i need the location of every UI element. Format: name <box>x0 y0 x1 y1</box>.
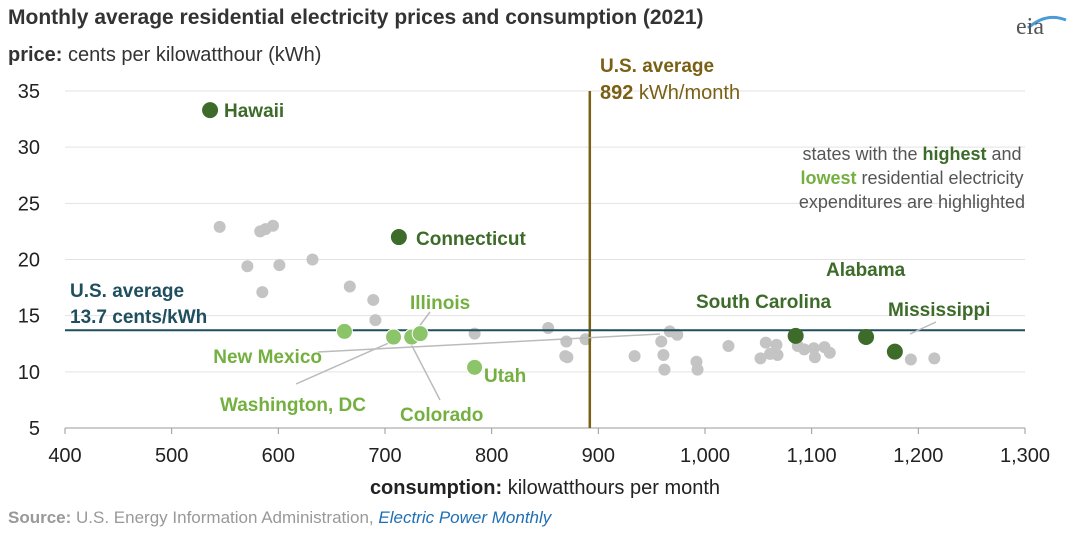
highest-expenditure-point <box>886 343 903 360</box>
state-point <box>367 293 380 306</box>
avg-price-title: U.S. average <box>70 281 184 302</box>
leader-line <box>317 333 661 353</box>
state-point <box>808 351 821 364</box>
x-tick-label: 800 <box>475 445 508 467</box>
x-tick-label: 1,100 <box>787 445 837 467</box>
highest-expenditure-label: South Carolina <box>696 292 832 313</box>
state-point <box>628 350 641 363</box>
chart-title: Monthly average residential electricity … <box>8 6 704 29</box>
lowest-expenditure-label: Utah <box>484 366 526 387</box>
state-point <box>241 260 254 273</box>
y-tick-label: 15 <box>18 306 40 328</box>
y-axis-label-bold: price: <box>8 44 63 66</box>
lowest-expenditure-label: New Mexico <box>213 347 322 368</box>
highest-expenditure-point <box>858 329 875 346</box>
leader-line <box>909 321 937 335</box>
lowest-expenditure-label: Colorado <box>400 405 483 426</box>
y-tick-label: 20 <box>18 250 40 272</box>
x-axis-title: consumption: kilowatthours per month <box>370 477 720 499</box>
state-point <box>542 322 555 335</box>
x-tick-label: 900 <box>582 445 615 467</box>
source-line: Source: U.S. Energy Information Administ… <box>8 508 551 528</box>
lowest-expenditure-label: Illinois <box>410 293 470 314</box>
state-point <box>343 280 356 293</box>
highest-expenditure-point <box>787 327 804 344</box>
note-line-3: expenditures are highlighted <box>799 192 1025 212</box>
state-point <box>369 314 382 327</box>
scatter-chart: 5 10 15 20 25 30 35 400 500 600 700 800 900 1,000 1,10… <box>18 56 1050 499</box>
eia-logo-text: eia <box>1016 14 1044 40</box>
leader-line <box>409 341 441 401</box>
y-axis-label-rest: cents per kilowatthour (kWh) <box>62 44 322 66</box>
state-point <box>798 343 811 356</box>
leader-line <box>295 337 401 385</box>
state-point <box>807 342 820 355</box>
avg-consumption-title: U.S. average <box>600 56 714 77</box>
lowest-expenditure-label: Washington, DC <box>220 395 366 416</box>
state-point <box>561 351 574 364</box>
state-point <box>671 328 684 341</box>
source-link[interactable]: Electric Power Monthly <box>378 508 552 527</box>
eia-logo-swoosh-icon <box>1027 15 1067 30</box>
highest-expenditure-label: Mississippi <box>888 300 990 321</box>
y-tick-label: 30 <box>18 137 40 159</box>
lowest-expenditure-point <box>466 358 484 376</box>
x-tick-label: 1,200 <box>893 445 943 467</box>
highest-expenditure-label: Connecticut <box>416 229 526 250</box>
y-axis-label: price: cents per kilowatthour (kWh) <box>8 44 321 67</box>
x-tick-label: 1,000 <box>680 445 730 467</box>
eia-logo <box>1010 10 1070 54</box>
state-point <box>579 333 592 346</box>
highest-expenditure-label: Hawaii <box>224 101 284 122</box>
state-point <box>655 335 668 348</box>
state-point <box>273 259 286 272</box>
state-point <box>691 363 704 376</box>
x-tick-label: 500 <box>155 445 188 467</box>
x-tick-label: 700 <box>368 445 401 467</box>
state-point <box>213 220 226 233</box>
avg-price-value: 13.7 cents/kWh <box>70 307 207 328</box>
y-tick-label: 5 <box>29 418 40 440</box>
state-point <box>256 286 269 299</box>
state-point <box>306 253 319 266</box>
source-text: U.S. Energy Information Administration, <box>71 508 379 527</box>
y-tick-label: 25 <box>18 193 40 215</box>
highest-expenditure-point <box>390 229 407 246</box>
state-point <box>928 352 941 365</box>
lowest-expenditure-point <box>385 328 403 346</box>
state-point <box>267 219 279 232</box>
x-tick-label: 600 <box>262 445 295 467</box>
x-tick-label: 400 <box>48 445 81 467</box>
state-point <box>722 339 735 352</box>
note-line-1: states with the highest and <box>802 144 1021 164</box>
lowest-expenditure-point <box>411 325 429 343</box>
note-line-2: lowest residential electricity <box>800 168 1023 188</box>
state-point <box>771 348 784 361</box>
source-label: Source: <box>8 508 72 527</box>
x-tick-label: 1,300 <box>1000 445 1050 467</box>
state-point <box>770 338 783 351</box>
state-point <box>754 352 767 365</box>
highest-expenditure-label: Alabama <box>826 260 906 281</box>
avg-consumption-value: 892 kWh/month <box>600 82 740 104</box>
state-point <box>759 336 772 349</box>
state-point <box>658 363 671 376</box>
highest-expenditure-point <box>202 102 219 119</box>
y-tick-label: 10 <box>18 362 40 384</box>
y-tick-label: 35 <box>18 81 40 103</box>
state-point <box>657 348 670 361</box>
state-point <box>560 335 573 348</box>
lowest-expenditure-point <box>335 322 353 340</box>
state-point <box>823 346 836 359</box>
state-point <box>904 353 917 366</box>
